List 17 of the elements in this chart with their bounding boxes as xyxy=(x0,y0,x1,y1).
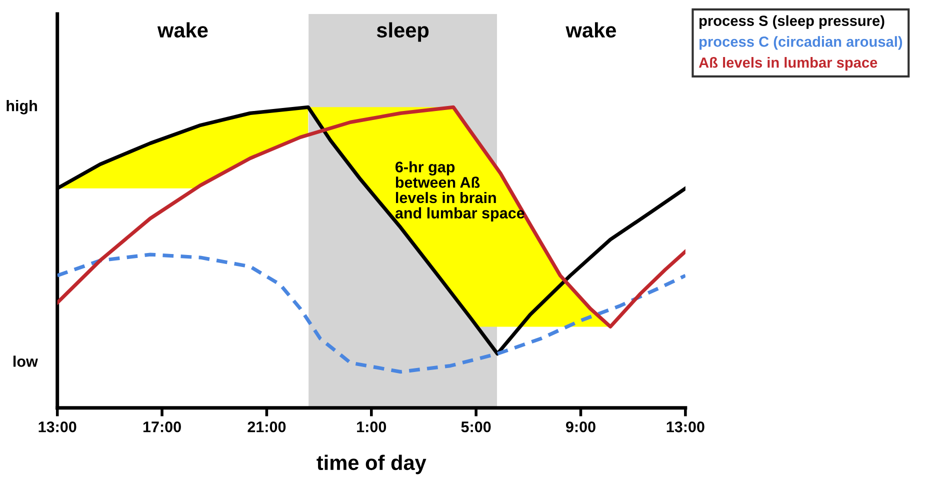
x-tick-label: 1:00 xyxy=(357,421,386,432)
band-label: sleep xyxy=(376,22,429,42)
text: high xyxy=(6,100,37,114)
annotation: 6-hr gap between Aß levels in brain and lumbar space xyxy=(395,161,524,222)
x-tick-label: 21:00 xyxy=(248,421,286,432)
text: low xyxy=(14,356,38,367)
x-tick-label: 13:00 xyxy=(666,421,704,432)
text: process C (circadian arousal) xyxy=(700,36,902,50)
x-tick-label: 17:00 xyxy=(143,421,181,432)
x-tick-label: 13:00 xyxy=(38,421,76,432)
x-tick-label: 5:00 xyxy=(461,421,491,432)
x-tick-label: 9:00 xyxy=(566,421,596,432)
text: wake xyxy=(566,22,616,38)
text: wake xyxy=(157,22,208,38)
text: Aß levels in lumbar space xyxy=(698,57,878,71)
x-axis-title: time of day xyxy=(316,454,426,474)
text: process S (sleep pressure) xyxy=(700,15,884,29)
